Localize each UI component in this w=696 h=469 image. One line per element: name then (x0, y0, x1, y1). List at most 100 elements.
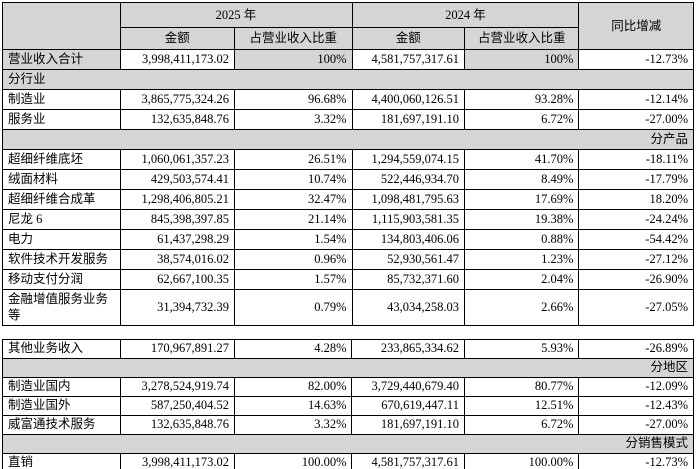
yoy-value: -17.79% (578, 169, 694, 190)
amount-2025: 3,865,775,324.26 (119, 89, 235, 110)
amount-2024: 4,400,060,126.51 (351, 89, 465, 110)
share-2024: 80.77% (463, 376, 580, 397)
table-row: 尼龙 6 845,398,397.85 21.14% 1,115,903,581.35… (2, 209, 694, 230)
row-label: 营业收入合计 (2, 49, 121, 70)
row-label: 绒面材料 (2, 169, 121, 190)
share-2025: 0.96% (233, 249, 353, 270)
amount-2025: 429,503,574.41 (119, 169, 235, 190)
table-row: 威富通技术服务 132,635,848.76 3.32% 181,697,191.10… (2, 414, 694, 435)
table-row: 制造业 3,865,775,324.26 96.68% 4,400,060,126.5… (2, 89, 694, 110)
row-label: 尼龙 6 (2, 209, 121, 230)
yoy-value: -27.12% (578, 249, 694, 270)
row-label: 软件技术开发服务 (2, 249, 121, 270)
share-2025: 21.14% (233, 209, 353, 230)
amount-2024: 1,115,903,581.35 (351, 209, 465, 230)
yoy-value: -12.14% (578, 89, 694, 110)
yoy-value: 18.20% (578, 189, 694, 210)
share-2025: 100% (233, 49, 353, 70)
yoy-value: -12.09% (578, 376, 694, 397)
share-2024: 100.00% (463, 452, 580, 469)
share-2025: 10.74% (233, 169, 353, 190)
total-row: 营业收入合计 3,998,411,173.02 100% 4,581,757,317.… (2, 49, 694, 70)
table-row: 移动支付分润 62,667,100.35 1.57% 85,732,371.60 2.0… (2, 269, 694, 290)
row-label: 服务业 (2, 109, 121, 130)
row-label: 金融增值服务业务等 (2, 289, 121, 326)
amount-2025: 132,635,848.76 (119, 109, 235, 130)
amount-2024: 181,697,191.10 (351, 109, 465, 130)
share-2024: 12.51% (463, 395, 580, 416)
amount-2025: 31,394,732.39 (119, 289, 235, 326)
yoy-value: -27.00% (578, 109, 694, 130)
row-label: 移动支付分润 (2, 269, 121, 290)
share-2024: 6.72% (463, 414, 580, 435)
amount-2025: 132,635,848.76 (119, 414, 235, 435)
amount-2025: 1,298,406,805.21 (119, 189, 235, 210)
amount-2024: 134,803,406.06 (351, 229, 465, 250)
share-2024: 41.70% (463, 149, 580, 170)
share-2024: 17.69% (463, 189, 580, 210)
table-row: 电力 61,437,298.29 1.54% 134,803,406.06 0.88% -… (2, 229, 694, 250)
share-2025: 96.68% (233, 89, 353, 110)
amount-2025: 845,398,397.85 (119, 209, 235, 230)
share-2024: 1.23% (463, 249, 580, 270)
row-label: 制造业国内 (2, 376, 121, 397)
share-2024: 93.28% (463, 89, 580, 110)
row-label: 其他业务收入 (2, 338, 121, 359)
revenue-table-lower: 其他业务收入 170,967,891.27 4.28% 233,865,334.62 5… (2, 338, 694, 469)
amount-2024: 522,446,934.70 (351, 169, 465, 190)
row-label: 超细纤维合成革 (2, 189, 121, 210)
share-2025: 100.00% (233, 452, 353, 469)
amount-2025: 587,250,404.52 (119, 395, 235, 416)
share-2024: 2.04% (463, 269, 580, 290)
amount-2025: 38,574,016.02 (119, 249, 235, 270)
table-row: 绒面材料 429,503,574.41 10.74% 522,446,934.70 8.… (2, 169, 694, 190)
amount-2025: 3,278,524,919.74 (119, 376, 235, 397)
table-row: 软件技术开发服务 38,574,016.02 0.96% 52,930,561.47 1… (2, 249, 694, 270)
header-amount-2025: 金额 (119, 27, 235, 50)
section-label: 分行业 (2, 69, 694, 90)
amount-2024: 1,098,481,795.63 (351, 189, 465, 210)
row-label: 制造业 (2, 89, 121, 110)
table-split-gap (2, 326, 694, 339)
table-row: 金融增值服务业务等 31,394,732.39 0.79% 43,034,258.03… (2, 289, 694, 326)
share-2025: 14.63% (233, 395, 353, 416)
section-row: 分销售模式 (2, 433, 694, 454)
share-2025: 82.00% (233, 376, 353, 397)
revenue-table-upper: 2025 年 2024 年 同比增减 金额 占营业收入比重 金额 占营业收入比重… (2, 2, 694, 326)
row-label: 制造业国外 (2, 395, 121, 416)
amount-2024: 85,732,371.60 (351, 269, 465, 290)
amount-2025: 3,998,411,173.02 (119, 49, 235, 70)
amount-2024: 3,729,440,679.40 (351, 376, 465, 397)
share-2025: 3.32% (233, 414, 353, 435)
share-2024: 2.66% (463, 289, 580, 326)
share-2025: 4.28% (233, 338, 353, 359)
amount-2025: 1,060,061,357.23 (119, 149, 235, 170)
table-row: 超细纤维合成革 1,298,406,805.21 32.47% 1,098,481,7… (2, 189, 694, 210)
section-label: 分地区 (2, 357, 694, 378)
section-row: 分产品 (2, 129, 694, 150)
header-amount-2024: 金额 (351, 27, 465, 50)
amount-2024: 181,697,191.10 (351, 414, 465, 435)
header-year-2024: 2024 年 (351, 2, 580, 28)
row-label: 超细纤维底坯 (2, 149, 121, 170)
amount-2024: 670,619,447.11 (351, 395, 465, 416)
header-share-2024: 占营业收入比重 (463, 27, 580, 50)
row-label: 电力 (2, 229, 121, 250)
yoy-value: -12.73% (578, 49, 694, 70)
amount-2025: 62,667,100.35 (119, 269, 235, 290)
yoy-value: -26.89% (578, 338, 694, 359)
header-empty-cell (2, 2, 121, 50)
share-2024: 0.88% (463, 229, 580, 250)
section-label: 分产品 (2, 129, 694, 150)
header-yoy-label: 同比增减 (578, 2, 694, 50)
section-row: 分地区 (2, 357, 694, 378)
section-row: 分行业 (2, 69, 694, 90)
table-row: 其他业务收入 170,967,891.27 4.28% 233,865,334.62 5… (2, 338, 694, 359)
amount-2025: 3,998,411,173.02 (119, 452, 235, 469)
section-label: 分销售模式 (2, 433, 694, 454)
row-label: 威富通技术服务 (2, 414, 121, 435)
yoy-value: -18.11% (578, 149, 694, 170)
header-share-2025: 占营业收入比重 (233, 27, 353, 50)
share-2024: 8.49% (463, 169, 580, 190)
